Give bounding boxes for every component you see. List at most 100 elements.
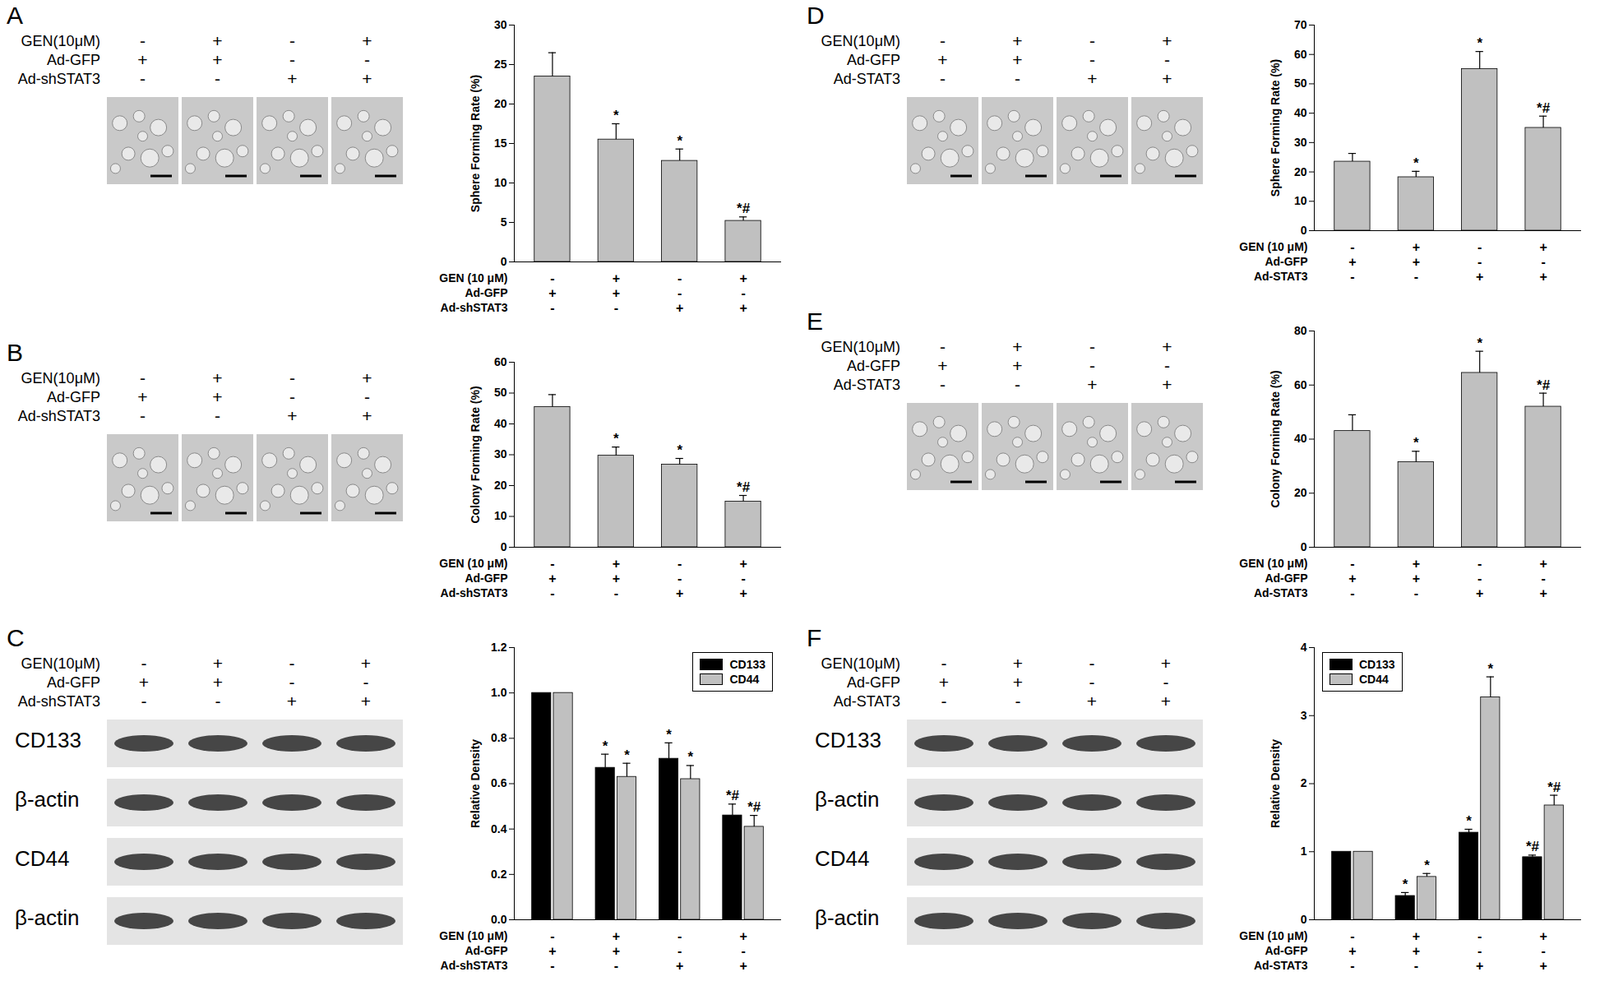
svg-text:-: - xyxy=(677,556,682,571)
svg-text:0: 0 xyxy=(500,540,508,554)
svg-text:-: - xyxy=(677,286,682,301)
svg-text:Ad-shSTAT3: Ad-shSTAT3 xyxy=(440,300,509,315)
svg-text:+: + xyxy=(548,571,556,586)
svg-text:10: 10 xyxy=(1294,194,1308,208)
svg-text:+: + xyxy=(1412,943,1420,958)
svg-text:-: - xyxy=(550,929,555,944)
svg-text:50: 50 xyxy=(494,385,508,399)
svg-text:30: 30 xyxy=(494,447,508,461)
svg-text:+: + xyxy=(1475,586,1484,601)
svg-text:20: 20 xyxy=(1294,485,1308,500)
svg-text:40: 40 xyxy=(1294,431,1308,445)
svg-text:-: - xyxy=(614,958,619,973)
svg-text:-: - xyxy=(550,586,555,601)
svg-text:+: + xyxy=(1539,556,1547,571)
svg-text:0.6: 0.6 xyxy=(490,776,508,790)
svg-text:+: + xyxy=(1539,929,1547,944)
svg-text:-: - xyxy=(1350,269,1355,284)
svg-text:Sphere Forming Rate (%): Sphere Forming Rate (%) xyxy=(468,74,482,213)
svg-text:+: + xyxy=(1348,943,1356,958)
svg-text:1.0: 1.0 xyxy=(490,685,508,699)
svg-text:+: + xyxy=(1475,269,1484,284)
svg-text:10: 10 xyxy=(494,175,508,190)
svg-text:-: - xyxy=(1350,556,1355,571)
svg-text:+: + xyxy=(739,300,747,315)
svg-text:+: + xyxy=(739,929,747,944)
svg-text:+: + xyxy=(548,286,556,301)
svg-text:+: + xyxy=(739,586,747,601)
svg-text:-: - xyxy=(1414,586,1419,601)
svg-text:-: - xyxy=(614,586,619,601)
svg-text:*#: *# xyxy=(736,479,751,495)
svg-text:4: 4 xyxy=(1300,640,1308,654)
svg-text:0.2: 0.2 xyxy=(490,867,508,881)
svg-text:*: * xyxy=(1402,876,1409,893)
svg-text:Ad-GFP: Ad-GFP xyxy=(464,571,508,585)
svg-text:0.8: 0.8 xyxy=(490,730,508,745)
svg-text:*: * xyxy=(1465,813,1472,829)
svg-text:*: * xyxy=(1413,434,1420,451)
svg-text:-: - xyxy=(1540,943,1545,958)
svg-text:GEN (10 μM): GEN (10 μM) xyxy=(1239,240,1308,254)
svg-text:1.2: 1.2 xyxy=(490,640,508,654)
svg-text:2: 2 xyxy=(1300,776,1308,790)
svg-text:+: + xyxy=(675,586,684,601)
svg-text:-: - xyxy=(614,300,619,315)
svg-text:+: + xyxy=(612,271,620,286)
svg-text:+: + xyxy=(1412,254,1420,269)
svg-text:25: 25 xyxy=(494,57,508,71)
svg-text:*: * xyxy=(602,738,609,754)
svg-text:+: + xyxy=(1539,240,1547,255)
svg-text:-: - xyxy=(550,556,555,571)
svg-text:5: 5 xyxy=(500,215,508,229)
svg-text:+: + xyxy=(1539,586,1547,601)
svg-text:+: + xyxy=(612,571,620,586)
svg-text:+: + xyxy=(675,300,684,315)
svg-text:Ad-GFP: Ad-GFP xyxy=(1264,943,1308,958)
svg-text:+: + xyxy=(1539,958,1547,973)
svg-text:Ad-GFP: Ad-GFP xyxy=(464,286,508,300)
svg-text:+: + xyxy=(1412,929,1420,944)
svg-text:-: - xyxy=(1350,958,1355,973)
svg-text:+: + xyxy=(1475,958,1484,973)
svg-text:60: 60 xyxy=(1294,47,1308,61)
svg-text:+: + xyxy=(612,556,620,571)
svg-text:15: 15 xyxy=(494,136,508,150)
svg-text:-: - xyxy=(1477,571,1482,586)
svg-text:Ad-STAT3: Ad-STAT3 xyxy=(1253,586,1309,600)
svg-text:+: + xyxy=(612,286,620,301)
svg-text:Sphere Forming Rate (%): Sphere Forming Rate (%) xyxy=(1268,59,1282,197)
svg-text:-: - xyxy=(740,943,745,958)
svg-text:30: 30 xyxy=(494,18,508,32)
svg-text:-: - xyxy=(1350,240,1355,255)
svg-text:-: - xyxy=(1540,254,1545,269)
svg-text:*#: *# xyxy=(1536,377,1551,394)
svg-text:70: 70 xyxy=(1294,18,1308,32)
svg-text:0: 0 xyxy=(500,254,508,269)
svg-text:60: 60 xyxy=(494,355,508,369)
svg-text:GEN (10 μM): GEN (10 μM) xyxy=(1239,556,1308,570)
svg-text:*: * xyxy=(624,747,630,764)
svg-text:50: 50 xyxy=(1294,76,1308,90)
svg-text:+: + xyxy=(548,943,556,958)
svg-text:*#: *# xyxy=(1526,838,1540,855)
svg-text:-: - xyxy=(677,271,682,286)
svg-text:Ad-GFP: Ad-GFP xyxy=(464,943,508,958)
svg-text:20: 20 xyxy=(1294,165,1308,179)
svg-text:GEN (10 μM): GEN (10 μM) xyxy=(1239,929,1308,943)
svg-text:+: + xyxy=(739,556,747,571)
svg-text:3: 3 xyxy=(1300,708,1308,722)
svg-text:-: - xyxy=(740,286,745,301)
svg-text:+: + xyxy=(1348,254,1356,269)
svg-text:+: + xyxy=(675,958,684,973)
svg-text:-: - xyxy=(1477,943,1482,958)
svg-text:-: - xyxy=(1350,586,1355,601)
svg-text:GEN (10 μM): GEN (10 μM) xyxy=(439,556,508,570)
svg-text:-: - xyxy=(1540,571,1545,586)
svg-text:*: * xyxy=(1488,661,1494,677)
svg-text:*#: *# xyxy=(736,200,751,217)
svg-text:0: 0 xyxy=(1300,223,1308,237)
svg-text:Ad-shSTAT3: Ad-shSTAT3 xyxy=(440,586,509,600)
svg-text:80: 80 xyxy=(1294,323,1308,338)
svg-text:*: * xyxy=(676,442,683,458)
